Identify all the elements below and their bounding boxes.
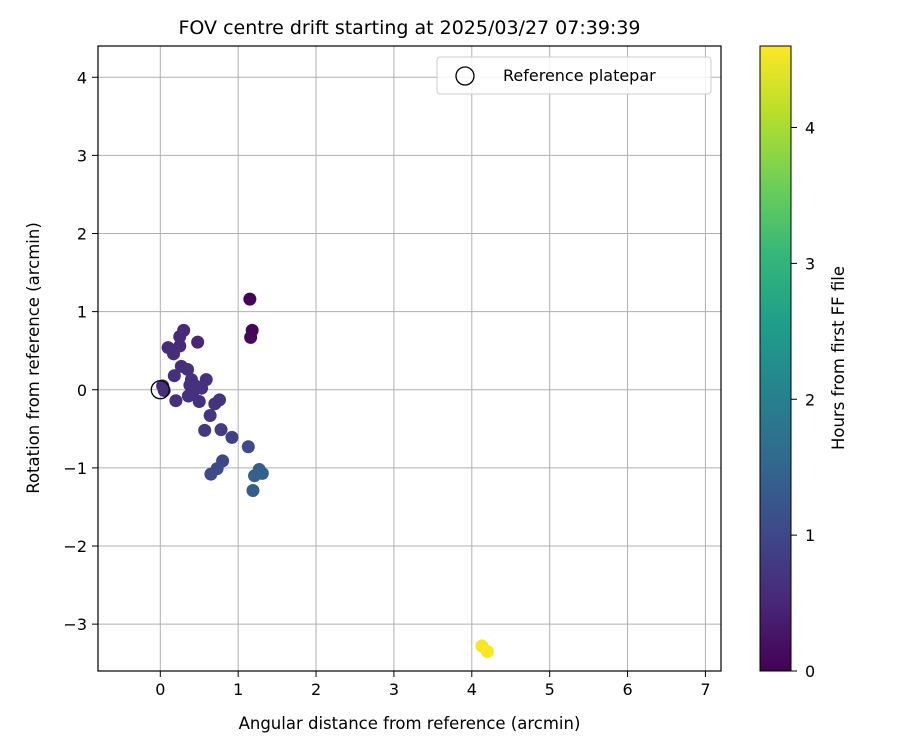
y-tick-label: 4 — [77, 68, 87, 87]
x-tick-label: 4 — [467, 680, 477, 699]
colorbar-tick-label: 2 — [805, 390, 815, 409]
colorbar-tick-label: 4 — [805, 119, 815, 138]
data-point — [181, 362, 195, 376]
colorbar-tick-label: 1 — [805, 526, 815, 545]
data-point — [157, 384, 171, 398]
data-point — [246, 484, 260, 498]
data-point — [204, 467, 218, 481]
legend: Reference platepar — [436, 56, 712, 95]
plot-frame — [97, 45, 722, 672]
data-point — [169, 394, 183, 408]
x-tick-label: 1 — [233, 680, 243, 699]
data-point — [167, 347, 181, 361]
x-tick-label: 0 — [155, 680, 165, 699]
data-point — [203, 409, 217, 423]
colorbar-tick-label: 3 — [805, 254, 815, 273]
x-axis-label: Angular distance from reference (arcmin) — [239, 714, 581, 733]
data-point — [198, 423, 212, 437]
reference-marker — [150, 380, 170, 400]
y-tick-label: 1 — [77, 303, 87, 322]
colorbar-gradient — [759, 45, 792, 672]
data-point — [480, 644, 494, 658]
data-point — [191, 335, 205, 349]
x-tick-label: 6 — [622, 680, 632, 699]
colorbar: 0 1 2 3 4 Hours from first FF file — [759, 45, 848, 681]
y-tick-label: −2 — [63, 537, 87, 556]
data-point — [214, 423, 228, 437]
x-tick-label: 3 — [389, 680, 399, 699]
axis-ticks: 0 1 2 3 4 5 6 7 −3 −2 −1 0 1 2 3 4 — [63, 68, 710, 699]
data-point — [248, 469, 262, 483]
y-tick-label: −3 — [63, 615, 87, 634]
colorbar-label: Hours from first FF file — [829, 266, 848, 450]
data-point — [208, 397, 222, 411]
data-point — [167, 369, 181, 383]
data-point — [225, 430, 239, 444]
legend-marker-icon — [455, 66, 475, 86]
y-tick-label: −1 — [63, 459, 87, 478]
x-tick-label: 5 — [545, 680, 555, 699]
chart-title: FOV centre drift starting at 2025/03/27 … — [178, 17, 640, 39]
legend-box — [436, 56, 712, 95]
data-point — [244, 330, 258, 344]
data-point — [243, 292, 257, 306]
data-points — [156, 292, 494, 658]
data-point — [181, 389, 195, 403]
y-tick-label: 2 — [77, 225, 87, 244]
x-tick-label: 7 — [700, 680, 710, 699]
colorbar-ticks: 0 1 2 3 4 — [791, 119, 815, 681]
grid — [98, 46, 721, 671]
data-point — [192, 394, 206, 408]
y-tick-label: 3 — [77, 146, 87, 165]
colorbar-tick-label: 0 — [805, 662, 815, 681]
data-point — [173, 330, 187, 344]
y-tick-label: 0 — [77, 381, 87, 400]
data-point — [241, 440, 255, 454]
legend-label: Reference platepar — [503, 66, 656, 85]
x-tick-label: 2 — [311, 680, 321, 699]
y-axis-label: Rotation from reference (arcmin) — [24, 222, 43, 494]
